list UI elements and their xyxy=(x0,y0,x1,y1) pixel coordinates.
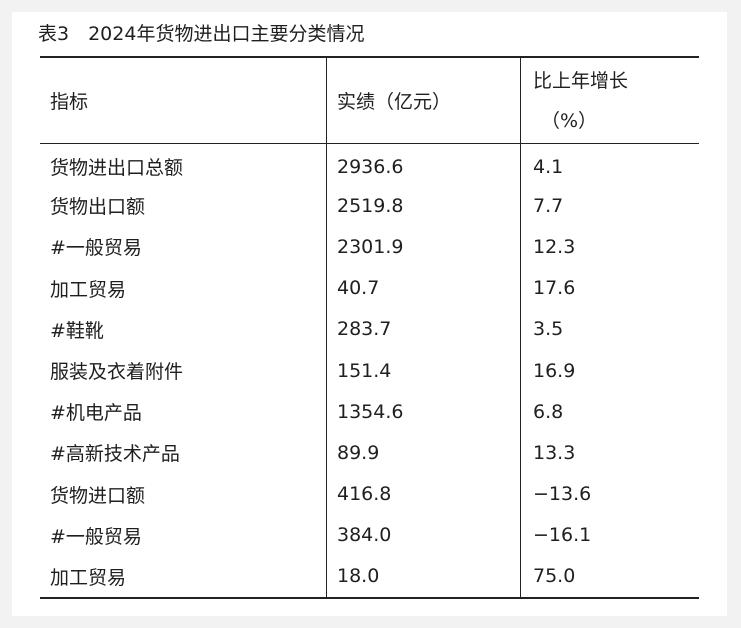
header-value: 实绩（亿元） xyxy=(326,58,520,143)
row-growth-cell: −16.1 xyxy=(520,514,699,556)
row-indicator-cell: #一般贸易 xyxy=(50,525,142,548)
row-value-cell: 40.7 xyxy=(326,267,520,309)
table-row: 加工贸易 18.0 75.0 xyxy=(40,555,699,598)
row-growth-cell: 75.0 xyxy=(520,555,699,598)
row-growth-cell: 4.1 xyxy=(520,144,699,186)
row-value-cell: 89.9 xyxy=(326,432,520,474)
row-growth-cell: −13.6 xyxy=(520,473,699,515)
row-indicator-cell: #高新技术产品 xyxy=(50,443,180,466)
table-row: 服装及衣着附件 151.4 16.9 xyxy=(40,349,699,392)
table-row: #鞋靴 283.7 3.5 xyxy=(40,308,699,350)
row-growth-cell: 16.9 xyxy=(520,349,699,392)
row-value-cell: 2301.9 xyxy=(326,226,520,268)
header-growth-label: 比上年增长 xyxy=(533,69,629,92)
table-row: #高新技术产品 89.9 13.3 xyxy=(40,432,699,474)
row-value-cell: 416.8 xyxy=(326,473,520,515)
row-growth-cell: 6.8 xyxy=(520,391,699,433)
table-title: 表3 2024年货物进出口主要分类情况 xyxy=(38,23,365,45)
row-indicator-cell: #鞋靴 xyxy=(50,319,104,342)
row-growth-cell: 17.6 xyxy=(520,267,699,309)
row-value-cell: 384.0 xyxy=(326,514,520,556)
header-indicator: 指标 xyxy=(50,91,89,113)
row-value-cell: 2519.8 xyxy=(326,185,520,227)
table-row: 货物进出口总额 2936.6 4.1 xyxy=(40,144,699,186)
table-row: #一般贸易 2301.9 12.3 xyxy=(40,226,699,268)
table-header-row: 指标 实绩（亿元） 比上年增长 （%） xyxy=(40,58,699,144)
row-indicator-cell: 货物出口额 xyxy=(50,196,146,219)
row-value-cell: 283.7 xyxy=(326,308,520,350)
table-row: 货物进口额 416.8 −13.6 xyxy=(40,473,699,515)
row-indicator-cell: #一般贸易 xyxy=(50,237,142,260)
row-indicator-cell: #机电产品 xyxy=(50,402,142,425)
row-growth-cell: 3.5 xyxy=(520,308,699,350)
row-value-cell: 18.0 xyxy=(326,555,520,598)
row-growth-cell: 13.3 xyxy=(520,432,699,474)
row-indicator-cell: 加工贸易 xyxy=(50,566,127,589)
row-value-cell: 1354.6 xyxy=(326,391,520,433)
header-growth-unit: （%） xyxy=(541,109,598,132)
row-growth-cell: 12.3 xyxy=(520,226,699,268)
table-card xyxy=(12,12,727,616)
data-table: 指标 实绩（亿元） 比上年增长 （%） 货物进出口总额 2936.6 4.1 货物出口… xyxy=(40,56,699,600)
row-indicator-cell: 加工贸易 xyxy=(50,278,127,301)
table-row: #机电产品 1354.6 6.8 xyxy=(40,391,699,433)
row-indicator-cell: 货物进出口总额 xyxy=(50,157,184,180)
table-row: 货物出口额 2519.8 7.7 xyxy=(40,185,699,227)
row-indicator-cell: 货物进口额 xyxy=(50,484,146,507)
table-row: #一般贸易 384.0 −16.1 xyxy=(40,514,699,556)
row-growth-cell: 7.7 xyxy=(520,185,699,227)
table-row: 加工贸易 40.7 17.6 xyxy=(40,267,699,309)
row-value-cell: 151.4 xyxy=(326,349,520,392)
row-value-cell: 2936.6 xyxy=(326,144,520,186)
header-growth: 比上年增长 （%） xyxy=(520,58,699,143)
row-indicator-cell: 服装及衣着附件 xyxy=(50,361,184,384)
table-body: 货物进出口总额 2936.6 4.1 货物出口额 2519.8 7.7 #一般贸易 2301.… xyxy=(40,144,699,598)
